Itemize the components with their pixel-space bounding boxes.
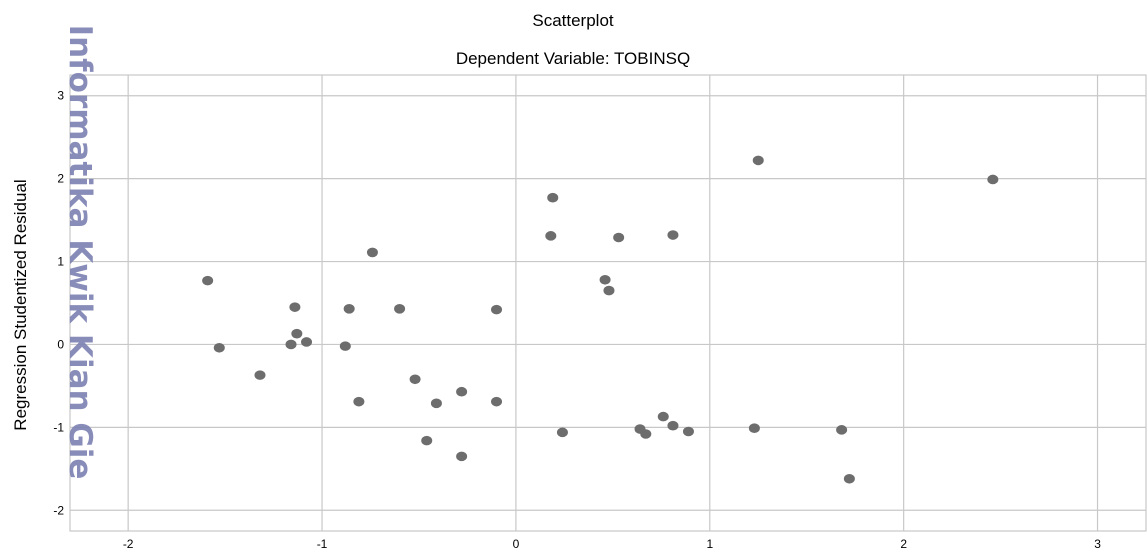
gridlines — [70, 75, 1146, 531]
scatter-point — [640, 429, 652, 439]
scatter-point — [456, 451, 468, 462]
y-tick-label: 3 — [57, 89, 64, 103]
scatter-point — [409, 374, 421, 385]
tick-labels: -2 -1 0 1 2 3 -2 -1 0 1 2 3 — [53, 89, 1101, 551]
scatter-point — [343, 304, 355, 314]
scatter-point — [301, 337, 313, 347]
scatter-point — [667, 420, 679, 431]
scatter-point — [285, 339, 297, 350]
scatter-point — [491, 396, 503, 407]
y-axis-label: Regression Studentized Residual — [11, 179, 30, 430]
scatter-point — [430, 398, 442, 409]
data-points — [202, 155, 999, 484]
scatter-point — [213, 342, 225, 353]
scatter-point — [353, 396, 365, 407]
scatter-point — [752, 155, 764, 166]
plot-frame — [69, 74, 1147, 532]
plot-area: -2 -1 0 1 2 3 -2 -1 0 1 2 3 — [53, 74, 1147, 551]
watermark-logo: Informatika Kwik Kian Gie — [62, 25, 98, 480]
scatter-point — [547, 192, 559, 203]
scatter-point — [456, 386, 468, 397]
scatter-point — [599, 274, 611, 285]
scatter-point — [291, 328, 303, 339]
scatter-point — [289, 302, 301, 312]
y-tick-label: -1 — [53, 420, 64, 434]
x-tick-label: 1 — [706, 537, 713, 551]
chart-title: Scatterplot — [532, 11, 614, 30]
scatter-point — [394, 304, 406, 314]
scatter-point — [421, 435, 433, 446]
x-tick-label: 0 — [513, 537, 520, 551]
y-tick-label: 1 — [57, 255, 64, 269]
scatter-point — [603, 285, 615, 296]
y-tick-label: -2 — [53, 503, 64, 517]
scatter-point — [613, 232, 625, 243]
scatter-point — [987, 174, 999, 185]
scatter-point — [366, 247, 378, 258]
x-tick-label: -2 — [123, 537, 134, 551]
scatter-point — [339, 341, 351, 351]
scatter-point — [202, 275, 214, 286]
scatter-point — [491, 304, 503, 315]
scatter-point — [657, 411, 669, 422]
scatter-point — [748, 423, 760, 433]
scatter-point — [254, 370, 266, 380]
scatter-point — [682, 426, 694, 437]
chart-subtitle: Dependent Variable: TOBINSQ — [456, 49, 690, 68]
scatter-point — [836, 425, 848, 435]
scatter-point — [843, 473, 855, 484]
x-tick-label: -1 — [317, 537, 328, 551]
scatter-point — [667, 230, 679, 240]
y-tick-label: 0 — [57, 337, 64, 351]
y-tick-label: 2 — [57, 172, 64, 186]
x-tick-label: 2 — [900, 537, 907, 551]
x-tick-label: 3 — [1094, 537, 1101, 551]
scatter-point — [556, 427, 568, 438]
scatter-point — [545, 231, 557, 241]
